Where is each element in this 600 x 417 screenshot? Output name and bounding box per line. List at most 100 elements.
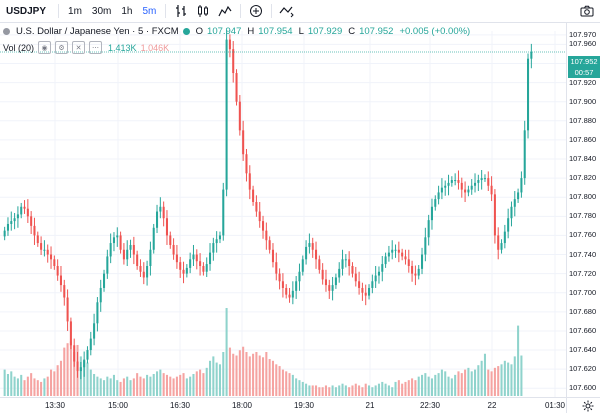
candle-down (46, 249, 49, 255)
candle-down (238, 101, 241, 131)
volume-bar (238, 350, 241, 396)
candle-down (122, 249, 125, 260)
candle-down (26, 208, 29, 217)
volume-bar (182, 373, 185, 396)
candle-down (165, 218, 168, 236)
interval-30m-button[interactable]: 30m (91, 5, 112, 17)
volume-bar (152, 374, 155, 396)
volume-bar (33, 378, 36, 396)
settings-gear-icon[interactable] (582, 399, 594, 412)
candle-up (394, 249, 397, 251)
price-chart[interactable] (0, 22, 600, 413)
low-value: 107.929 (307, 26, 343, 37)
volume-bar (430, 378, 433, 396)
volume-bar (305, 383, 308, 396)
bar-style-icon[interactable] (172, 2, 190, 20)
price-tick-label: 107.660 (569, 325, 597, 335)
volume-bar (96, 376, 99, 396)
candle-up (126, 249, 129, 260)
volume-bar (324, 385, 327, 396)
volume-bar (212, 356, 215, 396)
candle-down (175, 254, 178, 263)
volume-bar (222, 352, 225, 396)
volume-bar (437, 373, 440, 396)
candle-up (205, 264, 208, 272)
volume-bar (69, 341, 72, 396)
close-icon[interactable]: ✕ (72, 41, 86, 54)
candle-up (6, 223, 9, 231)
volume-bar (381, 381, 384, 396)
candle-down (169, 235, 172, 245)
candle-down (351, 265, 354, 274)
candle-up (83, 359, 86, 368)
candle-up (222, 189, 225, 236)
interval-1m-button[interactable]: 1m (68, 5, 82, 17)
candle-down (493, 194, 496, 236)
candles-style-icon[interactable] (194, 2, 212, 20)
compare-icon[interactable] (278, 2, 296, 20)
volume-bar (464, 369, 467, 396)
volume-bar (401, 383, 404, 396)
time-tick-label: 16:30 (169, 401, 191, 410)
volume-bar (262, 357, 265, 396)
volume-bar (109, 378, 112, 396)
volume-bar (374, 385, 377, 396)
candle-up (384, 256, 387, 265)
candle-up (467, 189, 470, 193)
candle-down (354, 273, 357, 282)
price-tick-label: 107.920 (569, 77, 597, 87)
interval-1h-button[interactable]: 1h (121, 5, 133, 17)
visibility-dot[interactable] (3, 28, 10, 35)
more-icon[interactable]: ⋯ (89, 41, 103, 54)
volume-bar (195, 371, 198, 396)
candle-up (301, 259, 304, 272)
volume-bar (503, 360, 506, 396)
volume-bar (444, 371, 447, 396)
candle-down (457, 180, 460, 183)
candle-up (513, 199, 516, 207)
volume-bar (209, 360, 212, 396)
volume-bar (384, 383, 387, 396)
chart-grid (0, 22, 600, 413)
interval-5m-button[interactable]: 5m (142, 5, 157, 17)
settings-icon[interactable]: ⚙ (55, 41, 69, 54)
volume-bar (89, 369, 92, 396)
last-price-label: 107.952 (568, 56, 600, 67)
candle-down (255, 201, 258, 212)
volume-bar (377, 383, 380, 396)
volume-bar (13, 376, 16, 396)
volume-bar (248, 356, 251, 396)
candle-up (527, 58, 530, 131)
area-style-icon[interactable] (216, 2, 234, 20)
candle-up (520, 178, 523, 193)
candle-up (507, 218, 510, 232)
volume-bar (159, 369, 162, 396)
candle-up (149, 249, 152, 266)
volume-bar (86, 362, 89, 396)
volume-bar (315, 385, 318, 396)
low-label: L (298, 26, 304, 37)
eye-icon[interactable]: ◉ (38, 41, 52, 54)
candle-down (265, 230, 268, 241)
candle-up (308, 243, 311, 247)
change-value: +0.005 (+0.00%) (399, 26, 471, 37)
candle-down (53, 259, 56, 266)
candle-down (132, 244, 135, 255)
volume-bar (391, 387, 394, 396)
candle-up (298, 271, 301, 282)
candle-up (225, 39, 228, 190)
volume-bar (129, 380, 132, 396)
price-tick-label: 107.880 (569, 115, 597, 125)
volume-bars (3, 308, 523, 396)
add-indicator-icon[interactable] (247, 2, 265, 20)
candle-up (500, 243, 503, 250)
candle-up (374, 275, 377, 282)
volume-bar (149, 376, 152, 396)
symbol-search-button[interactable]: USDJPY (6, 5, 47, 17)
candle-down (358, 281, 361, 288)
price-tick-label: 107.680 (569, 306, 597, 316)
camera-icon[interactable] (578, 2, 596, 20)
volume-bar (364, 383, 367, 396)
candle-up (291, 290, 294, 298)
volume-bar (295, 378, 298, 396)
